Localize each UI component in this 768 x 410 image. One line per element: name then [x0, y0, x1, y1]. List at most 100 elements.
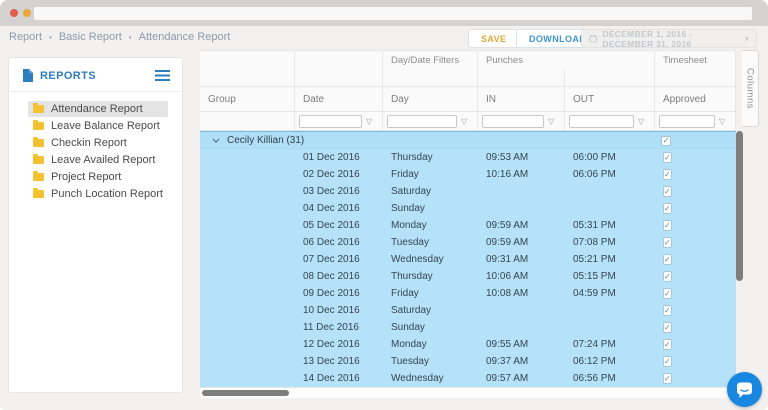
approved-checkbox[interactable]: ✓	[663, 339, 672, 350]
cell-in: 09:57 AM	[486, 373, 529, 384]
reports-icon	[23, 69, 33, 82]
approved-checkbox[interactable]: ✓	[663, 356, 672, 367]
cell-approved: ✓	[655, 152, 736, 163]
approved-checkbox[interactable]: ✓	[663, 288, 672, 299]
approved-checkbox[interactable]: ✓	[663, 203, 672, 214]
cell-approved: ✓	[655, 203, 736, 214]
filter-icon[interactable]: ▽	[719, 116, 726, 126]
cell-date: 12 Dec 2016	[303, 339, 360, 350]
table-row[interactable]: 11 Dec 2016 Sunday ✓	[200, 319, 736, 336]
filter-input-in[interactable]	[482, 114, 544, 128]
cell-date: 13 Dec 2016	[303, 356, 360, 367]
cell-day: Sunday	[391, 203, 425, 214]
table-row[interactable]: 09 Dec 2016 Friday 10:08 AM 04:59 PM ✓	[200, 285, 736, 302]
table-row[interactable]: 06 Dec 2016 Tuesday 09:59 AM 07:08 PM ✓	[200, 234, 736, 251]
table-row[interactable]: 03 Dec 2016 Saturday ✓	[200, 183, 736, 200]
approved-checkbox[interactable]: ✓	[663, 186, 672, 197]
sidebar-item-punch-location-report[interactable]: Punch Location Report	[28, 186, 168, 202]
sidebar-item-label: Leave Availed Report	[51, 154, 156, 166]
sidebar-item-attendance-report[interactable]: Attendance Report	[28, 101, 168, 117]
cell-date: 02 Dec 2016	[303, 169, 360, 180]
approved-checkbox[interactable]: ✓	[663, 254, 672, 265]
folder-icon	[33, 171, 44, 181]
collapse-chevron-icon[interactable]	[212, 138, 220, 143]
horizontal-scrollbar-thumb[interactable]	[202, 390, 289, 396]
menu-icon[interactable]	[155, 70, 170, 81]
address-bar[interactable]	[34, 7, 752, 20]
column-header-approved[interactable]: Approved	[655, 87, 736, 112]
cell-out: 06:00 PM	[573, 152, 616, 163]
table-row[interactable]: 13 Dec 2016 Tuesday 09:37 AM 06:12 PM ✓	[200, 353, 736, 370]
approved-checkbox[interactable]: ✓	[663, 373, 672, 384]
cell-date: 10 Dec 2016	[303, 305, 360, 316]
breadcrumb-attendance-report[interactable]: Attendance Report	[138, 31, 231, 43]
filter-icon[interactable]: ▽	[638, 116, 645, 126]
column-header-out[interactable]: OUT	[565, 87, 655, 112]
cell-approved: ✓	[655, 356, 736, 367]
cell-out: 05:21 PM	[573, 254, 616, 265]
filter-cell-date: ▽	[295, 112, 383, 131]
group-row[interactable]: Cecily Killian (31) ✓	[200, 132, 736, 149]
cell-out: 07:24 PM	[573, 339, 616, 350]
approved-checkbox[interactable]: ✓	[663, 220, 672, 231]
cell-approved: ✓	[655, 186, 736, 197]
cell-day: Wednesday	[391, 254, 444, 265]
cell-in: 10:16 AM	[486, 169, 529, 180]
horizontal-scrollbar[interactable]	[200, 387, 736, 398]
cell-date: 07 Dec 2016	[303, 254, 360, 265]
close-window-icon[interactable]	[10, 9, 18, 17]
column-header-group[interactable]: Group	[200, 87, 295, 112]
vertical-scrollbar-thumb[interactable]	[736, 131, 743, 281]
table-row[interactable]: 02 Dec 2016 Friday 10:16 AM 06:06 PM ✓	[200, 166, 736, 183]
table-row[interactable]: 12 Dec 2016 Monday 09:55 AM 07:24 PM ✓	[200, 336, 736, 353]
save-button[interactable]: SAVE	[468, 29, 520, 48]
filter-input-out[interactable]	[569, 114, 634, 128]
table-row[interactable]: 14 Dec 2016 Wednesday 09:57 AM 06:56 PM …	[200, 370, 736, 387]
table-row[interactable]: 07 Dec 2016 Wednesday 09:31 AM 05:21 PM …	[200, 251, 736, 268]
filter-icon[interactable]: ▽	[461, 116, 468, 126]
approved-checkbox[interactable]: ✓	[663, 169, 672, 180]
table-row[interactable]: 10 Dec 2016 Saturday ✓	[200, 302, 736, 319]
cell-date: 04 Dec 2016	[303, 203, 360, 214]
sidebar-item-project-report[interactable]: Project Report	[28, 169, 168, 185]
band-cell-day-date-filters: Day/Date Filters	[383, 51, 478, 71]
table-row[interactable]: 05 Dec 2016 Monday 09:59 AM 05:31 PM ✓	[200, 217, 736, 234]
filter-input-day[interactable]	[387, 114, 457, 128]
sidebar-item-checkin-report[interactable]: Checkin Report	[28, 135, 168, 151]
column-header-day[interactable]: Day	[383, 87, 478, 112]
approved-checkbox[interactable]: ✓	[663, 271, 672, 282]
cell-day: Friday	[391, 288, 419, 299]
filter-input-approved[interactable]	[659, 114, 715, 128]
approved-checkbox[interactable]: ✓	[663, 322, 672, 333]
filter-icon[interactable]: ▽	[548, 116, 555, 126]
filter-input-date[interactable]	[299, 114, 362, 128]
cell-date: 03 Dec 2016	[303, 186, 360, 197]
cell-out: 05:15 PM	[573, 271, 616, 282]
table-row[interactable]: 08 Dec 2016 Thursday 10:06 AM 05:15 PM ✓	[200, 268, 736, 285]
cell-day: Tuesday	[391, 356, 429, 367]
breadcrumb-basic-report[interactable]: Basic Report	[58, 31, 122, 43]
cell-date: 11 Dec 2016	[303, 322, 359, 333]
sidebar-item-leave-balance-report[interactable]: Leave Balance Report	[28, 118, 168, 134]
vertical-scrollbar[interactable]	[736, 131, 743, 386]
sidebar-item-leave-availed-report[interactable]: Leave Availed Report	[28, 152, 168, 168]
cell-out: 05:31 PM	[573, 220, 616, 231]
date-range-picker[interactable]: DECEMBER 1, 2016 - DECEMBER 31, 2016 ▾	[581, 29, 757, 49]
cell-approved: ✓	[655, 373, 736, 384]
approved-checkbox[interactable]: ✓	[663, 152, 672, 163]
approved-checkbox[interactable]: ✓	[663, 305, 672, 316]
folder-icon	[33, 188, 44, 198]
cell-out: 07:08 PM	[573, 237, 616, 248]
minimize-window-icon[interactable]	[23, 9, 31, 17]
column-header-date[interactable]: Date	[295, 87, 383, 112]
approved-checkbox[interactable]: ✓	[663, 237, 672, 248]
filter-icon[interactable]: ▽	[366, 116, 373, 126]
cell-approved: ✓	[655, 322, 736, 333]
table-row[interactable]: 01 Dec 2016 Thursday 09:53 AM 06:00 PM ✓	[200, 149, 736, 166]
table-row[interactable]: 04 Dec 2016 Sunday ✓	[200, 200, 736, 217]
columns-panel-tab[interactable]: Columns	[742, 50, 759, 127]
approved-checkbox[interactable]: ✓	[661, 135, 671, 146]
column-header-in[interactable]: IN	[478, 87, 565, 112]
breadcrumb-report[interactable]: Report	[9, 31, 43, 43]
chat-launcher-button[interactable]	[727, 372, 762, 407]
